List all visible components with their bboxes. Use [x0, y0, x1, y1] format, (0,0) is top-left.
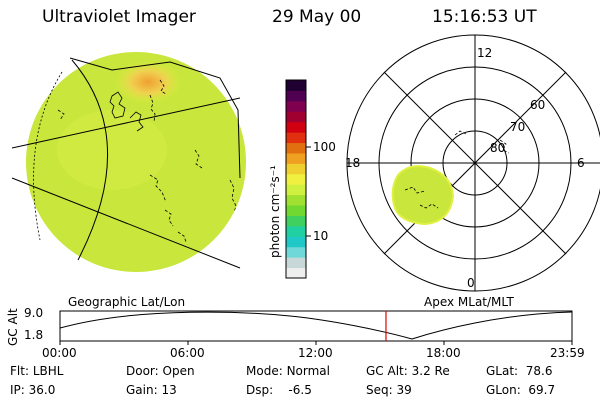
instrument-title: Ultraviolet Imager [42, 7, 196, 27]
status-flt: Flt: LBHL [10, 364, 64, 378]
colorbar-frame [285, 79, 307, 279]
status-ip: IP: 36.0 [10, 383, 56, 397]
status-glon: GLon: 69.7 [486, 383, 556, 397]
apex-auroral-oval [391, 165, 455, 226]
status-seq: Seq: 39 [366, 383, 412, 397]
colorbar-segment [286, 80, 306, 91]
apex-polar-plot [346, 34, 600, 292]
colorbar-segment [286, 194, 306, 206]
apex-lat-label-80: 80 [490, 141, 506, 155]
colorbar-segment [286, 215, 306, 227]
apex-mlt-label-18: 18 [345, 156, 361, 170]
colorbar-segment [286, 225, 306, 237]
colorbar-segment [286, 267, 306, 279]
apex-mlt-label-6: 6 [577, 156, 585, 170]
status-door: Door: Open [126, 364, 195, 378]
altitude-x-tick-0600: 06:00 [170, 346, 205, 360]
colorbar-tick-10: 10 [313, 229, 329, 243]
colorbar-segment [286, 132, 306, 144]
apex-mlt-label-0: 0 [467, 276, 475, 290]
geo-globe [11, 52, 246, 272]
colorbar-segment [286, 163, 306, 175]
status-mode: Mode: Normal [246, 364, 330, 378]
colorbar-segment [286, 121, 306, 133]
altitude-x-tick-0000: 00:00 [42, 346, 77, 360]
colorbar-segment [286, 173, 306, 185]
colorbar-segment [286, 246, 306, 258]
altitude-y-label: GC Alt [6, 308, 20, 346]
colorbar-segment [286, 205, 306, 216]
colorbar-segment [286, 152, 306, 164]
altitude-y-tick-1-8: 1.8 [24, 328, 44, 342]
date-label: 29 May 00 [272, 7, 362, 27]
altitude-plot [59, 310, 573, 345]
altitude-plot-frame [59, 310, 573, 342]
status-glat: GLat: 78.6 [486, 364, 553, 378]
status-gc-alt: GC Alt: 3.2 Re [366, 364, 450, 378]
altitude-x-tick-1200: 12:00 [298, 346, 333, 360]
colorbar-unit-label: photon cm⁻²s⁻¹ [268, 165, 282, 258]
time-label: 15:16:53 UT [432, 7, 537, 27]
colorbar-segment [286, 111, 306, 123]
altitude-x-tick-2359: 23:59 [550, 346, 585, 360]
apex-panel-label: Apex MLat/MLT [424, 295, 514, 309]
status-dsp: Dsp: -6.5 [246, 383, 312, 397]
colorbar [286, 80, 306, 279]
colorbar-segment [286, 184, 306, 196]
apex-mlt-label-12: 12 [477, 46, 493, 60]
apex-lat-label-60: 60 [530, 98, 546, 112]
auroral-bright-spot [114, 60, 182, 104]
altitude-curve [59, 311, 573, 340]
colorbar-segment [286, 100, 306, 112]
colorbar-tick-100: 100 [313, 140, 336, 154]
status-gain: Gain: 13 [126, 383, 177, 397]
apex-lat-label-70: 70 [510, 120, 526, 134]
altitude-x-tick-1800: 18:00 [426, 346, 461, 360]
colorbar-segment [286, 257, 306, 269]
colorbar-segment [286, 90, 306, 102]
geo-panel-label: Geographic Lat/Lon [68, 295, 186, 309]
colorbar-segment [286, 142, 306, 154]
altitude-y-tick-9: 9.0 [24, 306, 44, 320]
colorbar-segment [286, 236, 306, 248]
